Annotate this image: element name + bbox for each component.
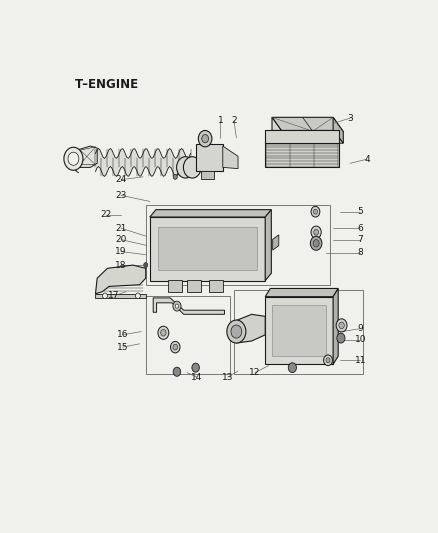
Text: 7: 7 (357, 235, 363, 244)
Circle shape (227, 320, 246, 343)
Text: 20: 20 (115, 235, 127, 244)
Circle shape (173, 344, 178, 350)
Circle shape (339, 322, 344, 329)
Bar (196, 144, 223, 171)
Polygon shape (95, 265, 146, 294)
Circle shape (326, 358, 330, 363)
Text: 12: 12 (249, 368, 261, 377)
Text: 3: 3 (347, 114, 353, 123)
Text: 21: 21 (115, 224, 127, 232)
Circle shape (135, 293, 140, 298)
Circle shape (158, 326, 169, 340)
Circle shape (198, 131, 212, 147)
Text: 24: 24 (115, 175, 127, 184)
Text: 11: 11 (354, 356, 366, 365)
Circle shape (314, 209, 318, 214)
Circle shape (311, 206, 320, 217)
Circle shape (144, 263, 148, 268)
Circle shape (173, 367, 181, 376)
Polygon shape (265, 209, 271, 281)
Polygon shape (150, 209, 271, 217)
Circle shape (161, 329, 166, 336)
Text: 10: 10 (354, 335, 366, 344)
Text: 18: 18 (115, 261, 127, 270)
Bar (272, 305, 326, 356)
Polygon shape (273, 235, 279, 250)
Polygon shape (333, 117, 343, 143)
Bar (146, 205, 330, 285)
Circle shape (337, 333, 345, 343)
Text: 2: 2 (231, 116, 237, 125)
Bar (201, 171, 214, 179)
Circle shape (311, 236, 322, 251)
Circle shape (64, 147, 83, 170)
Bar (234, 290, 363, 374)
Circle shape (184, 157, 201, 178)
Text: 9: 9 (357, 324, 363, 333)
Polygon shape (272, 117, 343, 132)
Text: 13: 13 (222, 373, 233, 382)
Circle shape (314, 229, 318, 235)
Text: 5: 5 (357, 207, 363, 216)
Polygon shape (265, 297, 333, 365)
Bar (187, 280, 201, 292)
Circle shape (177, 157, 194, 178)
Bar (265, 131, 339, 143)
Text: 16: 16 (117, 330, 128, 340)
Polygon shape (77, 146, 97, 167)
Polygon shape (95, 294, 146, 298)
Circle shape (313, 240, 319, 247)
Text: 4: 4 (364, 155, 370, 164)
Circle shape (324, 355, 332, 366)
Text: 19: 19 (115, 247, 127, 256)
Text: T–ENGINE: T–ENGINE (75, 78, 139, 91)
Polygon shape (333, 288, 338, 365)
Text: 23: 23 (115, 191, 127, 200)
Circle shape (68, 152, 79, 165)
Circle shape (202, 134, 208, 143)
Polygon shape (237, 314, 265, 343)
Circle shape (102, 293, 107, 298)
Text: 6: 6 (357, 224, 363, 232)
Polygon shape (95, 149, 191, 176)
Polygon shape (265, 288, 338, 297)
Bar (265, 142, 339, 166)
Circle shape (288, 363, 297, 373)
Polygon shape (272, 117, 282, 143)
Text: 17: 17 (108, 292, 120, 300)
Polygon shape (223, 146, 238, 168)
Polygon shape (272, 131, 343, 143)
Circle shape (175, 304, 179, 308)
Bar (209, 280, 223, 292)
Bar (146, 296, 230, 374)
Bar (158, 227, 257, 270)
Circle shape (336, 319, 347, 332)
Polygon shape (150, 217, 265, 281)
Text: 15: 15 (117, 343, 128, 352)
Circle shape (231, 325, 242, 338)
Text: 8: 8 (357, 248, 363, 257)
Circle shape (173, 174, 177, 179)
Text: 14: 14 (191, 373, 202, 382)
Polygon shape (153, 298, 224, 314)
Circle shape (173, 301, 181, 311)
Circle shape (311, 226, 321, 238)
Bar (169, 280, 182, 292)
Text: 1: 1 (218, 116, 223, 125)
Circle shape (192, 363, 199, 372)
Text: 22: 22 (100, 211, 111, 220)
Circle shape (170, 342, 180, 353)
